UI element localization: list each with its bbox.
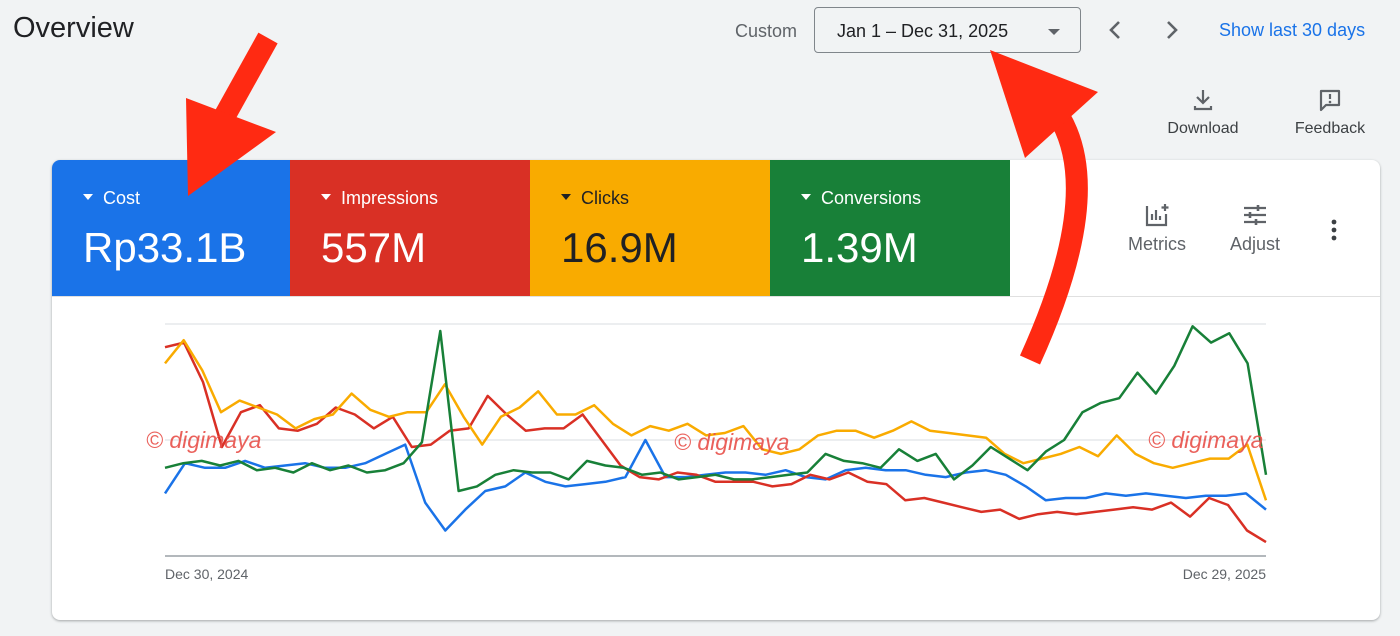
scorecard-value: Rp33.1B [83, 224, 247, 271]
scorecard-label: Cost [83, 188, 140, 209]
page-title: Overview [13, 12, 134, 44]
scorecard-name: Clicks [581, 188, 629, 208]
more-vert-icon [1331, 219, 1337, 241]
download-label: Download [1167, 120, 1239, 137]
download-button[interactable]: Download [1162, 86, 1244, 138]
x-tick-end: Dec 29, 2025 [1183, 566, 1266, 582]
scorecard-label: Clicks [561, 188, 629, 209]
tiles-divider [52, 296, 1380, 297]
dropdown-caret-icon [321, 194, 331, 201]
chevron-left-icon [1109, 21, 1120, 39]
scorecard-conversions[interactable]: Conversions 1.39M [770, 160, 1010, 296]
series-line-2 [164, 341, 1267, 544]
scorecard-value: 16.9M [561, 224, 678, 271]
prev-period-button[interactable] [1100, 14, 1132, 46]
date-range-select[interactable]: Jan 1 – Dec 31, 2025 [814, 7, 1081, 53]
date-range-value: Jan 1 – Dec 31, 2025 [837, 21, 1009, 41]
metrics-label: Metrics [1128, 234, 1186, 254]
dropdown-caret-icon [561, 194, 571, 201]
scorecard-clicks[interactable]: Clicks 16.9M [530, 160, 770, 296]
scorecard-label: Conversions [801, 188, 921, 209]
watermark-1: © digimaya [146, 427, 261, 453]
next-period-button[interactable] [1155, 14, 1187, 46]
show-last-30-days-link[interactable]: Show last 30 days [1219, 20, 1366, 40]
feedback-label: Feedback [1294, 120, 1366, 137]
more-options-button[interactable] [1322, 216, 1346, 244]
x-tick-start: Dec 30, 2024 [165, 566, 248, 582]
series-line-4 [164, 325, 1268, 493]
series-line-3 [164, 338, 1268, 501]
overview-card: Cost Rp33.1B Impressions 557M Clicks 16.9M Con… [52, 160, 1380, 620]
performance-chart: Dec 30, 2024 Dec 29, 2025 © digimaya © d… [146, 323, 1268, 582]
scorecard-label: Impressions [321, 188, 438, 209]
watermark-2: © digimaya [674, 429, 789, 455]
adjust-icon [1244, 205, 1266, 225]
series-group [163, 325, 1268, 544]
adjust-button[interactable]: Adjust [1218, 200, 1292, 255]
watermark-3: © digimaya [1148, 427, 1263, 453]
chevron-right-icon [1167, 21, 1178, 39]
scorecard-name: Impressions [341, 188, 439, 208]
dropdown-caret-icon [1048, 29, 1060, 35]
metrics-icon [1145, 204, 1169, 227]
feedback-button[interactable]: Feedback [1290, 86, 1370, 138]
feedback-icon [1319, 89, 1341, 112]
metrics-button[interactable]: Metrics [1118, 200, 1196, 255]
scorecard-value: 557M [321, 224, 427, 271]
scorecard-name: Cost [103, 188, 141, 208]
scorecard-name: Conversions [821, 188, 922, 208]
adjust-label: Adjust [1229, 234, 1281, 254]
scorecard-impressions[interactable]: Impressions 557M [290, 160, 530, 296]
dropdown-caret-icon [801, 194, 811, 201]
scorecard-value: 1.39M [801, 224, 918, 271]
download-icon [1193, 90, 1213, 111]
dropdown-caret-icon [83, 194, 93, 201]
range-label: Custom [735, 21, 798, 41]
